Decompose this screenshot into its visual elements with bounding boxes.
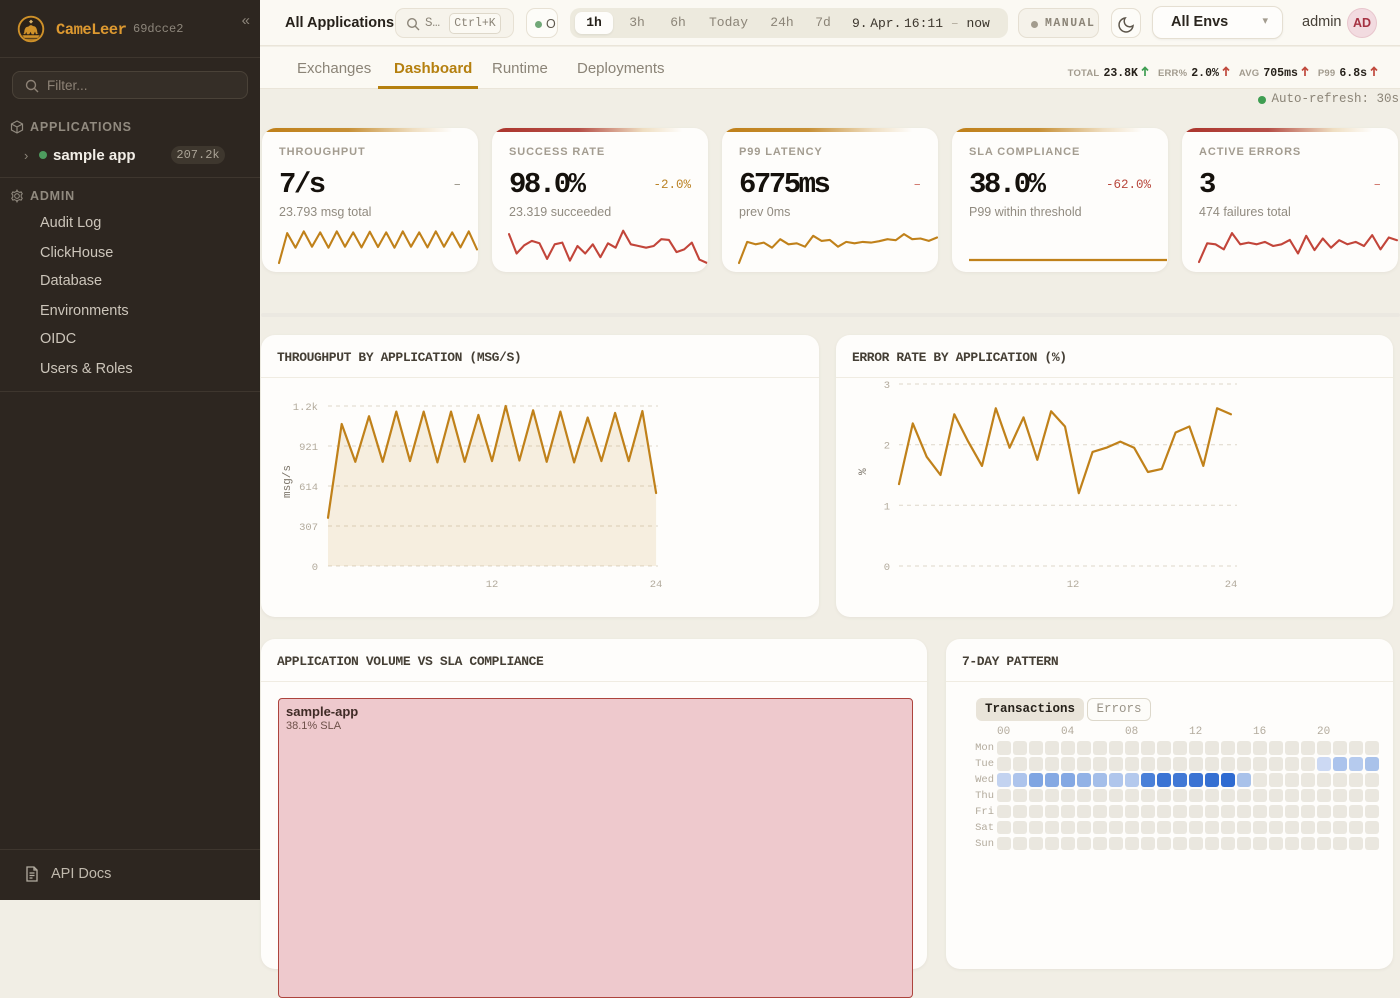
- svg-text:24: 24: [650, 579, 663, 591]
- svg-text:%: %: [858, 468, 870, 475]
- svg-text:1.2k: 1.2k: [293, 402, 318, 414]
- svg-text:1: 1: [884, 501, 890, 513]
- svg-text:921: 921: [299, 442, 318, 454]
- svg-text:24: 24: [1225, 579, 1238, 591]
- svg-text:12: 12: [1067, 579, 1080, 591]
- svg-text:0: 0: [312, 562, 318, 574]
- svg-text:614: 614: [299, 482, 318, 494]
- svg-text:12: 12: [486, 579, 499, 591]
- svg-text:307: 307: [299, 522, 318, 534]
- svg-text:0: 0: [884, 562, 890, 574]
- svg-text:2: 2: [884, 441, 890, 453]
- svg-text:msg/s: msg/s: [282, 465, 294, 498]
- svg-text:3: 3: [884, 380, 890, 392]
